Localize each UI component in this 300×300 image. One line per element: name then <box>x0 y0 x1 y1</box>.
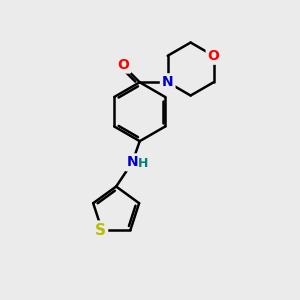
Text: N: N <box>127 155 138 170</box>
Text: O: O <box>208 49 220 63</box>
Text: S: S <box>95 223 106 238</box>
Text: H: H <box>138 157 149 170</box>
Text: N: N <box>162 75 173 89</box>
Text: O: O <box>118 58 130 72</box>
